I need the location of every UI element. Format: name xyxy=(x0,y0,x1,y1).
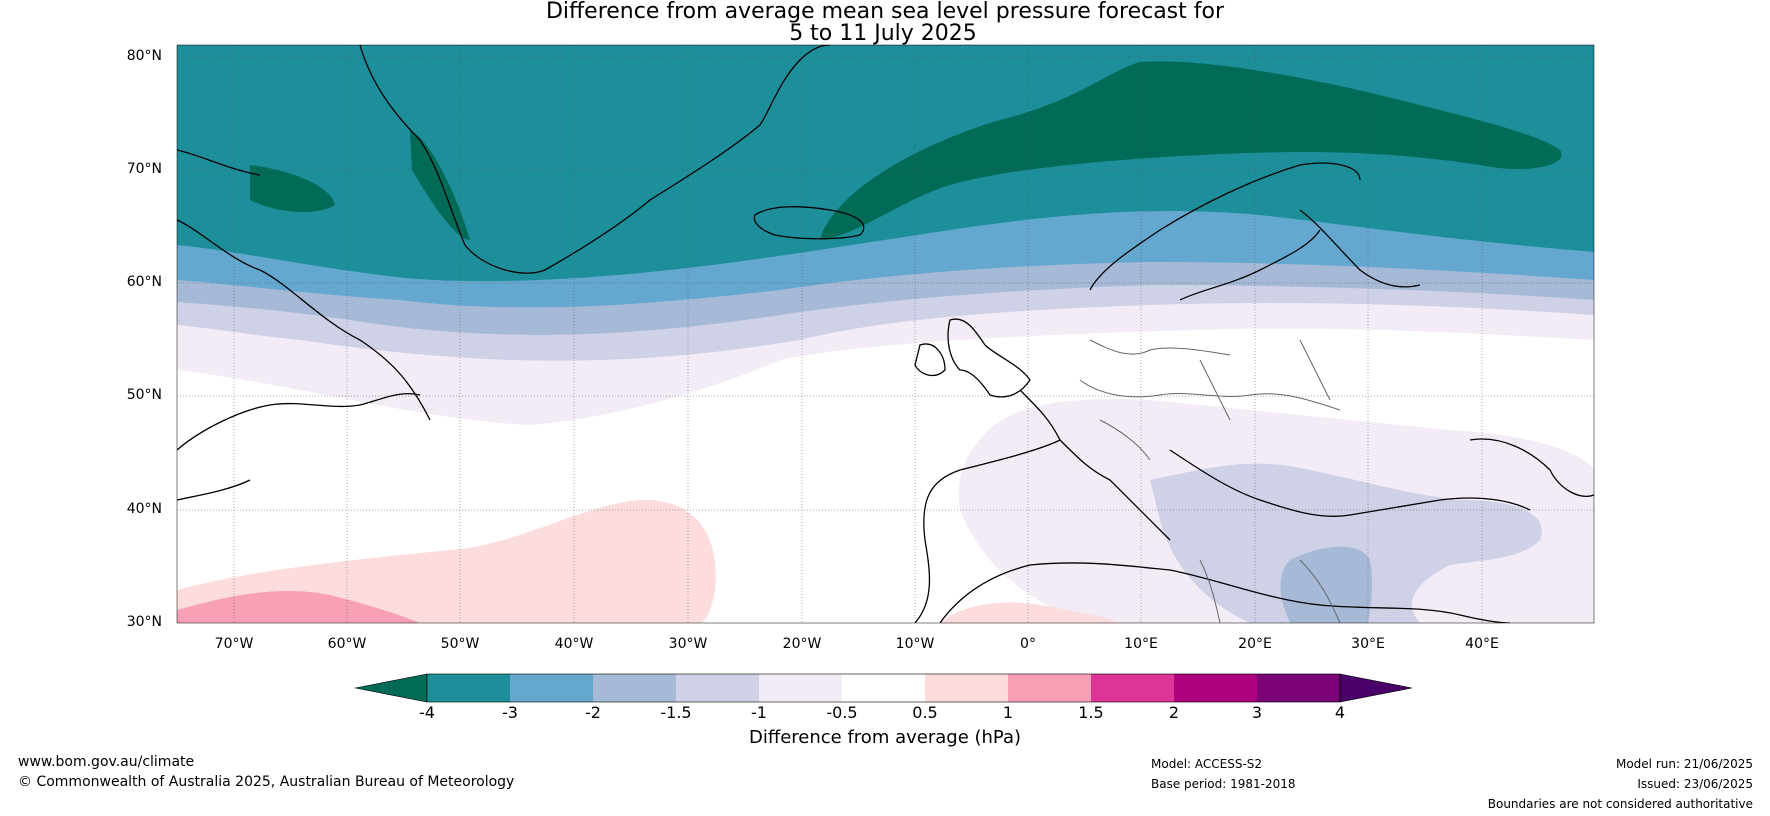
band-minus-one-europe xyxy=(1150,463,1542,623)
colorbar-segment xyxy=(1008,674,1091,702)
canada-coast xyxy=(177,149,431,501)
lat-label-60n: 60°N xyxy=(126,274,162,290)
lon-label-30w: 30°W xyxy=(668,636,708,652)
colorbar-segment xyxy=(925,674,1008,702)
graticule xyxy=(177,45,1594,623)
footer-url: www.bom.gov.au/climate xyxy=(18,754,195,770)
footer-disclaimer: Boundaries are not considered authoritat… xyxy=(1487,797,1753,811)
band-minus-onehalf-europe xyxy=(1280,546,1373,623)
footer-copyright: © Commonwealth of Australia 2025, Austra… xyxy=(18,774,515,790)
colorbar-frame xyxy=(426,673,1341,703)
band-plus-half-africa xyxy=(940,602,1120,623)
colorbar xyxy=(354,673,1413,703)
colorbar-tick-label: 0.5 xyxy=(912,703,938,722)
greenland-coast xyxy=(359,45,831,274)
colorbar-tick-label: 1.5 xyxy=(1078,703,1104,722)
lon-label-40w: 40°W xyxy=(554,636,594,652)
lon-label-60w: 60°W xyxy=(327,636,367,652)
band-plus-one xyxy=(177,590,420,623)
colorbar-tick-label: -1.5 xyxy=(660,703,692,722)
lon-label-40e: 40°E xyxy=(1465,636,1499,652)
lon-label-20w: 20°W xyxy=(782,636,822,652)
lon-label-20e: 20°E xyxy=(1238,636,1272,652)
scandinavia-coast xyxy=(1089,162,1421,301)
colorbar-tick-label: 4 xyxy=(1334,703,1346,722)
lat-label-70n: 70°N xyxy=(126,161,162,177)
coastlines xyxy=(177,45,1594,623)
colorbar-segment xyxy=(1257,674,1340,702)
colorbar-segment xyxy=(676,674,759,702)
footer-model: Model: ACCESS-S2 xyxy=(1151,757,1263,771)
colorbar-segment xyxy=(1174,674,1257,702)
lat-label-50n: 50°N xyxy=(126,387,162,403)
map-title-line2: 5 to 11 July 2025 xyxy=(789,21,977,46)
africa-coast xyxy=(939,562,1511,623)
colorbar-tick-label: -1 xyxy=(751,703,767,722)
colorbar-segment xyxy=(842,674,925,702)
colorbar-arrow-high xyxy=(1339,673,1413,703)
country-borders xyxy=(1079,339,1341,623)
colorbar-segment xyxy=(427,674,510,702)
lat-label-40n: 40°N xyxy=(126,501,162,517)
map-title-line1: Difference from average mean sea level p… xyxy=(545,0,1225,24)
colorbar-tick-label: 1 xyxy=(1002,703,1014,722)
colorbar-tick-label: -0.5 xyxy=(826,703,858,722)
colorbar-label: Difference from average (hPa) xyxy=(748,727,1022,748)
anomaly-fields xyxy=(177,45,1594,623)
colorbar-tick-label: -3 xyxy=(502,703,518,722)
lon-label-70w: 70°W xyxy=(214,636,254,652)
colorbar-tick-label: -4 xyxy=(419,703,435,722)
colorbar-segment xyxy=(1091,674,1174,702)
band-minus-four xyxy=(820,61,1562,241)
band-minus-four-west xyxy=(250,165,335,212)
map-frame xyxy=(176,44,1595,624)
colorbar-tick-label: 3 xyxy=(1251,703,1263,722)
iceland-coast xyxy=(753,206,865,240)
footer-issued: Issued: 23/06/2025 xyxy=(1637,777,1753,791)
lat-label-30n: 30°N xyxy=(126,614,162,630)
lon-label-0: 0° xyxy=(1020,636,1036,652)
lon-label-50w: 50°W xyxy=(440,636,480,652)
lon-label-10w: 10°W xyxy=(895,636,935,652)
colorbar-segment xyxy=(593,674,676,702)
lon-label-30e: 30°E xyxy=(1351,636,1385,652)
colorbar-arrow-low xyxy=(354,673,428,703)
uk-coast xyxy=(914,318,1031,398)
footer-base-period: Base period: 1981-2018 xyxy=(1151,777,1296,791)
footer-model-run: Model run: 21/06/2025 xyxy=(1615,757,1753,771)
colorbar-segment xyxy=(510,674,593,702)
colorbar-tick-label: 2 xyxy=(1168,703,1180,722)
band-minus-four-greenland xyxy=(410,130,470,240)
europe-coast xyxy=(914,389,1594,623)
lon-label-10e: 10°E xyxy=(1124,636,1158,652)
lat-label-80n: 80°N xyxy=(126,48,162,64)
colorbar-segment xyxy=(759,674,842,702)
colorbar-tick-label: -2 xyxy=(585,703,601,722)
